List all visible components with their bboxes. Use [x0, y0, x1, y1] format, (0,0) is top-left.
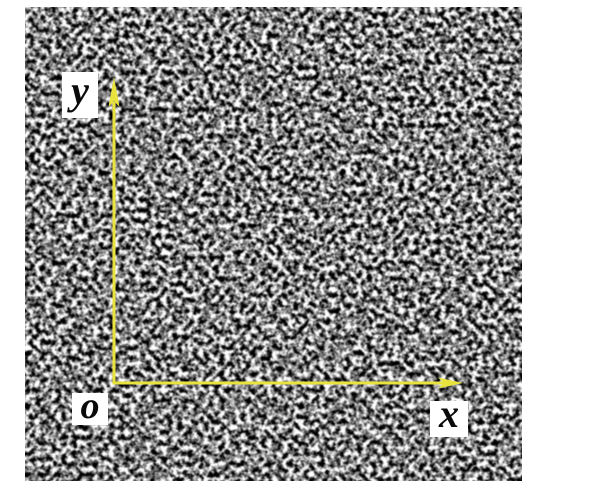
coordinate-axes: [108, 77, 463, 389]
y-axis-arrow-icon: [108, 77, 120, 107]
x-axis-label: x: [430, 391, 468, 437]
speckle-image: y o x: [25, 7, 522, 481]
x-axis-arrow-icon: [438, 377, 463, 389]
origin-label: o: [72, 385, 108, 427]
y-axis-label-text: y: [71, 67, 89, 113]
x-axis-label-text: x: [439, 390, 459, 436]
origin-label-text: o: [80, 385, 100, 427]
y-axis-label: y: [62, 68, 98, 118]
